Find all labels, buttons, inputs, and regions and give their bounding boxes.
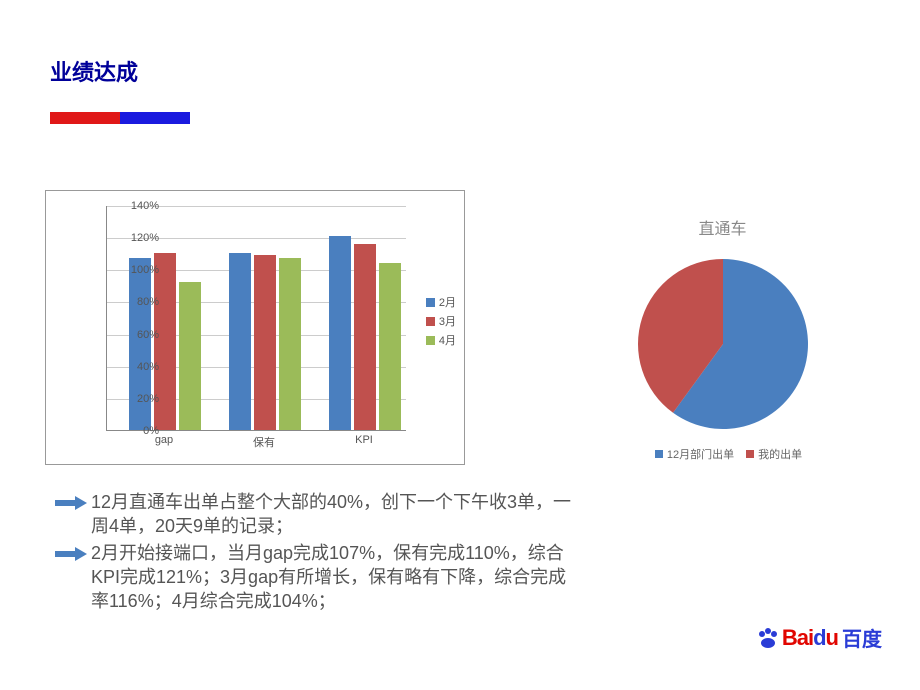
- page-title: 业绩达成: [50, 55, 138, 87]
- legend-item: 3月: [426, 313, 456, 329]
- pie-title: 直通车: [505, 215, 920, 239]
- y-tick-label: 80%: [109, 296, 159, 308]
- bar-legend: 2月 3月 4月: [426, 291, 456, 351]
- bullet-list: 12月直通车出单占整个大部的40%，创下一个下午收3单，一周4单，20天9单的记…: [55, 490, 575, 615]
- bar: [329, 236, 351, 430]
- bullet-text: 2月开始接端口，当月gap完成107%，保有完成110%，综合KPI完成121%…: [91, 541, 575, 614]
- x-tick-label: 保有: [228, 434, 300, 450]
- x-tick-label: KPI: [328, 434, 400, 446]
- y-tick-label: 60%: [109, 329, 159, 341]
- charts-row: 2月3月4月 0%20%40%60%80%100%120%140%gap保有KP…: [45, 190, 915, 465]
- divider-segment: [50, 112, 120, 124]
- y-tick-label: 20%: [109, 393, 159, 405]
- logo-cn: 百度: [842, 623, 882, 652]
- bullet-item: 12月直通车出单占整个大部的40%，创下一个下午收3单，一周4单，20天9单的记…: [55, 490, 575, 539]
- bullet-item: 2月开始接端口，当月gap完成107%，保有完成110%，综合KPI完成121%…: [55, 541, 575, 614]
- legend-item: 4月: [426, 332, 456, 348]
- arrow-icon: [55, 496, 91, 510]
- legend-item: 2月: [426, 294, 456, 310]
- y-tick-label: 120%: [109, 232, 159, 244]
- bar-chart: 2月3月4月 0%20%40%60%80%100%120%140%gap保有KP…: [45, 190, 465, 465]
- paw-icon: [756, 626, 780, 650]
- pie-chart: 直通车 12月部门出单 我的出单: [505, 190, 920, 465]
- bar: [179, 282, 201, 430]
- y-tick-label: 100%: [109, 264, 159, 276]
- pie-plot: [628, 254, 818, 434]
- bar: [254, 255, 276, 430]
- pie-legend: 12月部门出单 我的出单: [505, 446, 920, 462]
- bar: [279, 258, 301, 430]
- bar: [229, 253, 251, 430]
- pie-legend-label: 12月部门出单: [667, 449, 734, 461]
- y-tick-label: 40%: [109, 361, 159, 373]
- arrow-icon: [55, 547, 91, 561]
- bullet-text: 12月直通车出单占整个大部的40%，创下一个下午收3单，一周4单，20天9单的记…: [91, 490, 575, 539]
- title-divider: [50, 112, 190, 124]
- bar: [379, 263, 401, 430]
- divider-segment: [120, 112, 190, 124]
- bar: [354, 244, 376, 430]
- pie-legend-label: 我的出单: [758, 449, 802, 461]
- baidu-logo: Baidu 百度: [756, 623, 882, 652]
- x-tick-label: gap: [128, 434, 200, 446]
- y-tick-label: 140%: [109, 200, 159, 212]
- logo-text: Baidu: [782, 625, 838, 651]
